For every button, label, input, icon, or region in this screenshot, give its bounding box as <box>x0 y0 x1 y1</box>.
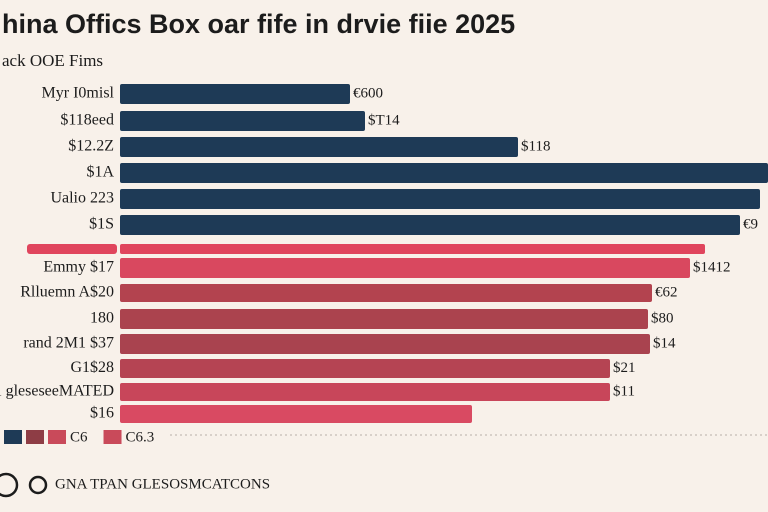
y-tick-label: $12.2Z <box>68 138 114 155</box>
bar <box>120 84 350 104</box>
chart-subtitle: ack OOE Fims <box>2 51 103 70</box>
bar <box>120 215 740 235</box>
bar <box>120 383 610 401</box>
y-tick-label: $1A <box>86 164 114 181</box>
bar <box>120 258 690 278</box>
bar <box>120 111 365 131</box>
y-tick-label: Emmy $17 <box>43 259 114 276</box>
chart-title: hina Offics Box oar fife in drvie fiie 2… <box>2 9 515 39</box>
bar <box>120 163 768 183</box>
value-label: $21 <box>613 360 636 376</box>
y-tick-label: Rlluemn A$20 <box>20 284 114 301</box>
y-tick-label: 180 <box>90 310 114 327</box>
marker <box>27 244 117 254</box>
y-tick-label: Ualio 223 <box>50 190 114 207</box>
legend-swatch <box>4 430 22 444</box>
value-label: $T14 <box>368 112 400 128</box>
legend-swatch <box>48 430 66 444</box>
footer-icon <box>0 472 19 498</box>
y-tick-label: $118eed <box>60 112 114 129</box>
y-tick-label: $16 <box>90 405 114 422</box>
bar <box>120 359 610 378</box>
bar <box>120 137 518 157</box>
bar <box>120 334 650 354</box>
value-label: €9 <box>743 216 758 232</box>
value-label: $11 <box>613 383 635 399</box>
y-tick-label: rand 2M1 $37 <box>23 335 114 352</box>
bar <box>120 284 652 302</box>
bar <box>120 405 472 423</box>
y-tick-label: G1$28 <box>70 359 114 376</box>
value-label: $118 <box>521 138 550 154</box>
footer-icon <box>28 475 48 495</box>
y-tick-label: Myr I0misl <box>42 85 115 102</box>
bar <box>120 309 648 329</box>
bar <box>120 189 760 209</box>
y-tick-label: cl gleseseeMATED <box>0 383 114 400</box>
legend-swatch <box>103 430 122 444</box>
bar <box>120 244 705 254</box>
value-label: €600 <box>353 85 383 101</box>
value-label: €62 <box>655 284 678 300</box>
legend-swatch <box>26 430 44 444</box>
footer-text: GNA TPAN GLESOSMCATCONS <box>55 476 270 492</box>
y-tick-label: $1S <box>89 216 114 233</box>
value-label: $14 <box>653 335 676 351</box>
value-label: $1412 <box>693 259 731 275</box>
value-label: $80 <box>651 310 674 326</box>
legend-label: C6.3 <box>126 429 155 445</box>
legend-label: C6 <box>70 429 88 445</box>
